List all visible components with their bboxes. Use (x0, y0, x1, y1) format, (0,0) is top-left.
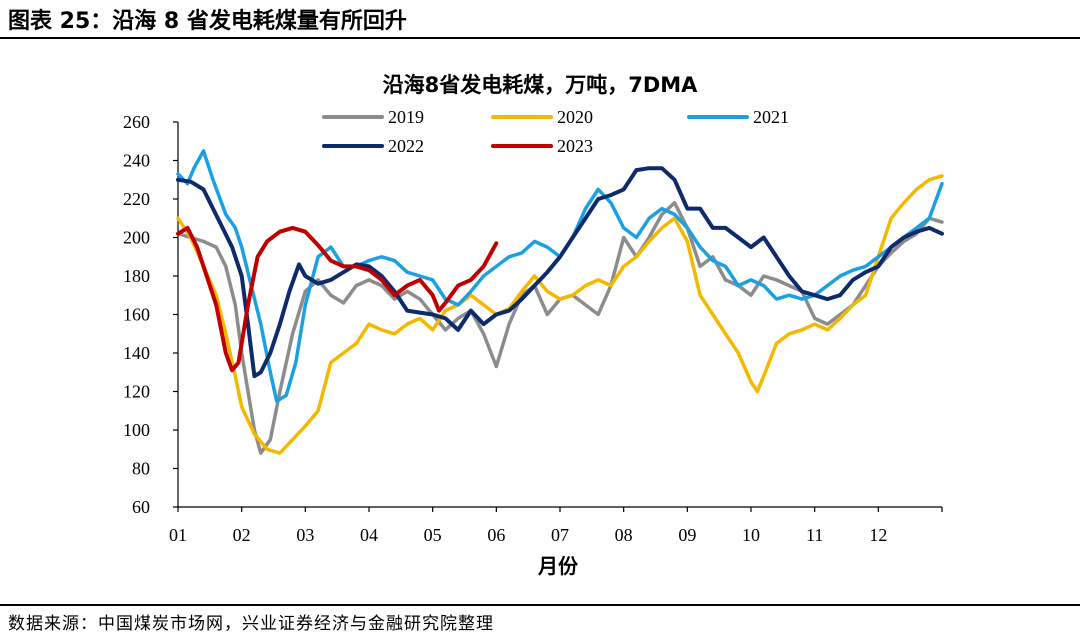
y-tick-label: 180 (123, 266, 150, 286)
y-tick-label: 240 (123, 151, 150, 171)
x-tick-label: 07 (551, 525, 569, 545)
x-tick-label: 05 (424, 525, 442, 545)
legend-item-2021: 2021 (687, 107, 789, 127)
y-tick-label: 100 (123, 420, 150, 440)
series-group (176, 149, 944, 455)
y-tick-label: 260 (123, 112, 150, 132)
x-tick-label: 10 (742, 525, 760, 545)
x-tick-label: 01 (169, 525, 187, 545)
x-tick-label: 12 (869, 525, 887, 545)
y-tick-label: 140 (123, 343, 150, 363)
bottom-rule (0, 604, 1080, 606)
series-line-2020 (176, 174, 944, 455)
legend-item-2020: 2020 (491, 107, 593, 127)
chart-title: 沿海8省发电耗煤，万吨，7DMA (383, 73, 699, 97)
y-tick-label: 120 (123, 382, 150, 402)
x-tick-label: 04 (360, 525, 378, 545)
x-tick-label: 06 (487, 525, 505, 545)
legend-item-2019: 2019 (322, 107, 424, 127)
y-tick-label: 200 (123, 228, 150, 248)
figure-title: 图表 25：沿海 8 省发电耗煤量有所回升 (8, 9, 407, 34)
legend: 2019 2020 2021 2022 2023 (322, 107, 789, 156)
legend-label-2020: 2020 (557, 107, 593, 127)
legend-label-2019: 2019 (388, 107, 424, 127)
x-tick-label: 09 (678, 525, 696, 545)
y-tick-label: 220 (123, 189, 150, 209)
y-tick-label: 160 (123, 305, 150, 325)
x-tick-label: 02 (233, 525, 251, 545)
y-tick-label: 60 (132, 497, 150, 517)
legend-item-2023: 2023 (491, 136, 593, 156)
series-line-2019 (176, 201, 944, 455)
x-tick-label: 11 (806, 525, 823, 545)
legend-item-2022: 2022 (322, 136, 424, 156)
y-tick-label: 80 (132, 459, 150, 479)
series-line-2021 (176, 149, 944, 403)
line-chart: 沿海8省发电耗煤，万吨，7DMA 2019 2020 2021 2022 2023 60… (123, 73, 944, 578)
legend-label-2023: 2023 (557, 136, 593, 156)
axes: 60 80 100 120 140 160 180 200 220 240 260 01 02 03 04 0… (123, 112, 943, 545)
series-line-2023 (176, 225, 499, 373)
legend-label-2022: 2022 (388, 136, 424, 156)
legend-label-2021: 2021 (753, 107, 789, 127)
source-note: 数据来源：中国煤炭市场网，兴业证券经济与金融研究院整理 (8, 614, 494, 634)
x-axis-label: 月份 (537, 554, 579, 578)
series-line-2022 (176, 166, 944, 379)
x-tick-label: 03 (296, 525, 314, 545)
x-tick-label: 08 (615, 525, 633, 545)
top-rule (0, 37, 1080, 39)
